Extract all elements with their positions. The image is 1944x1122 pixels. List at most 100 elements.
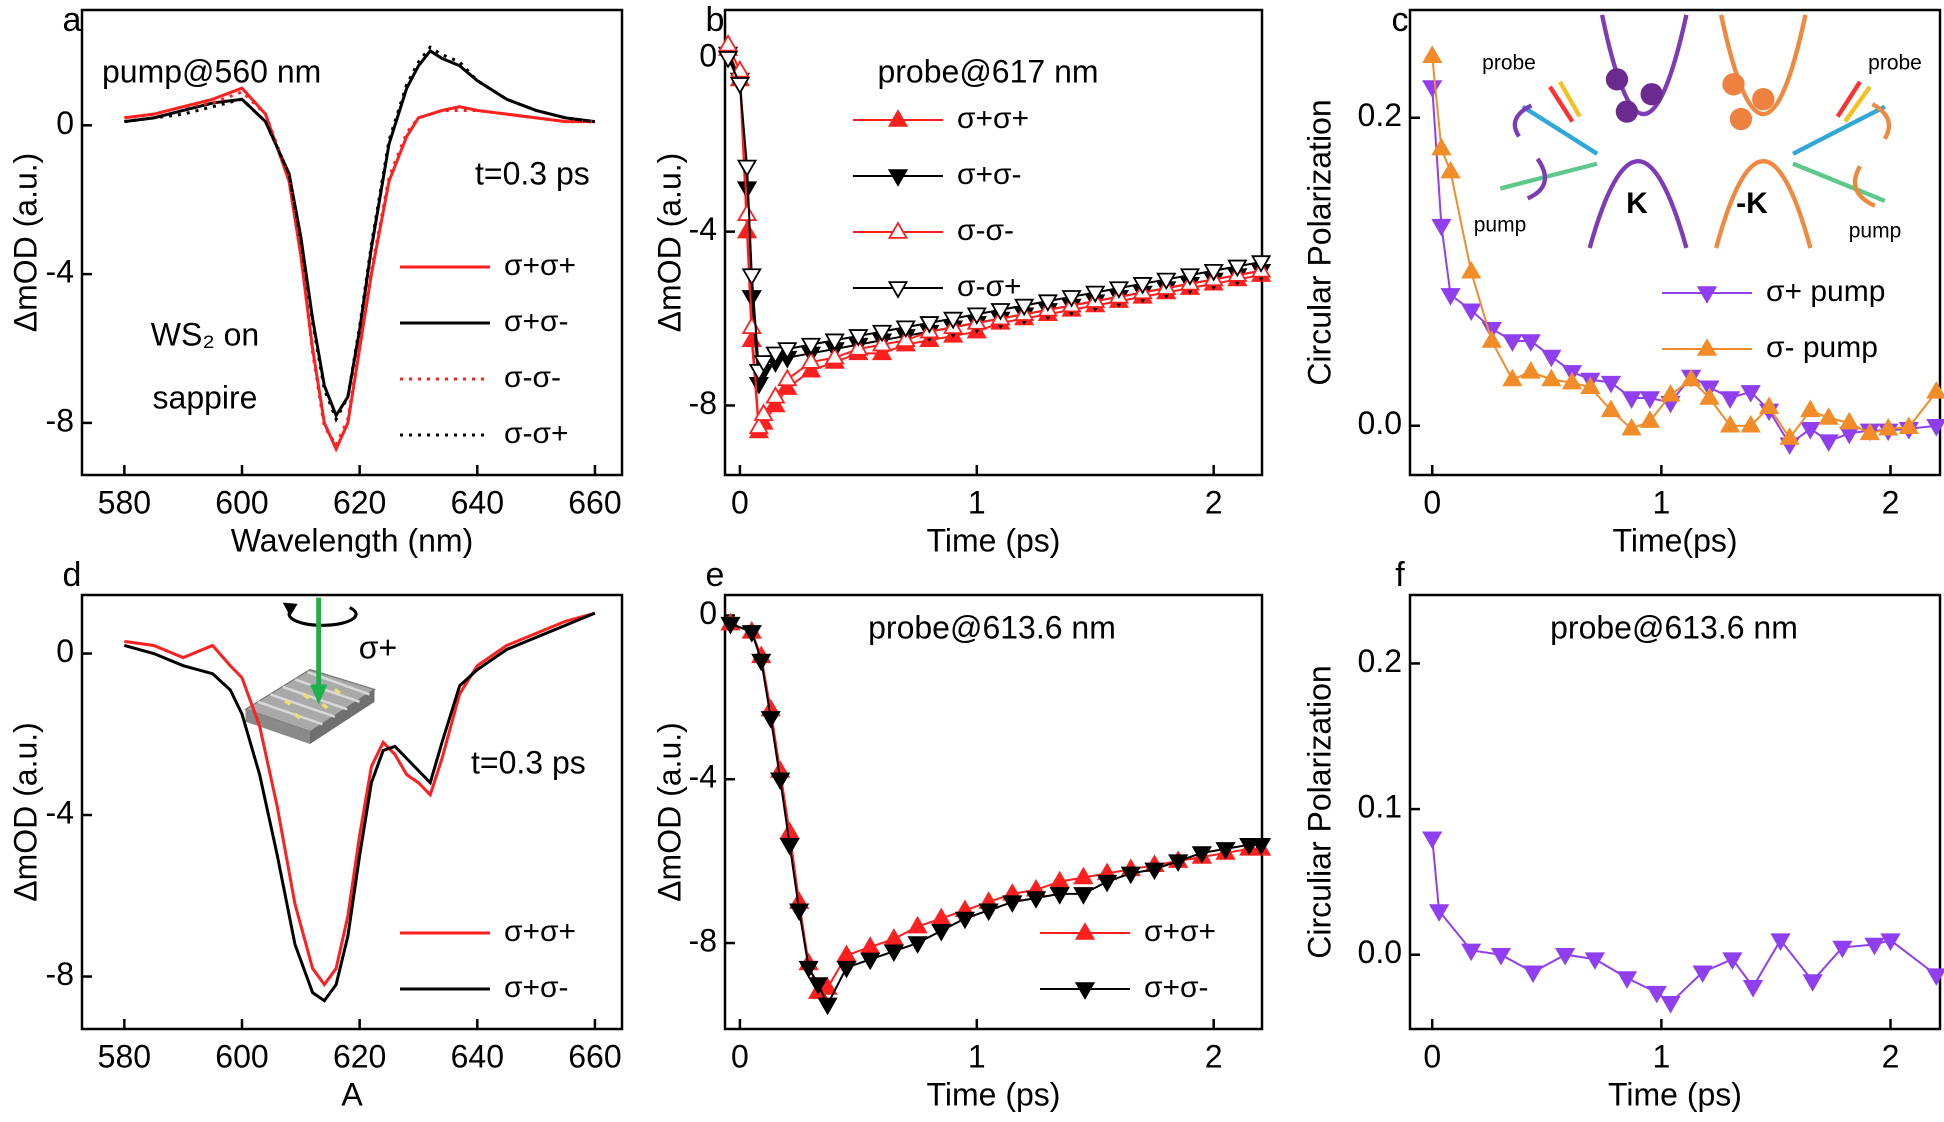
marker [1239,838,1260,856]
legend-label: σ-σ+ [957,270,1022,303]
panel-label: b [706,1,725,39]
inset-label: K [1626,187,1648,220]
marker [1660,996,1681,1014]
marker [1926,418,1944,437]
legend-marker [887,109,909,127]
legend-marker [1074,982,1096,1000]
y-tick-label: 0.2 [1358,97,1402,133]
x-tick-label: 620 [333,1038,386,1074]
marker [1085,285,1106,304]
x-tick-label: 0 [731,1038,749,1074]
marker [1440,160,1461,179]
marker [943,311,964,330]
marker [1461,943,1482,962]
marker [1541,349,1562,368]
marker [1758,396,1780,415]
marker [1422,80,1443,98]
x-tick-label: 1 [1652,484,1670,520]
marker [1520,361,1541,379]
x-tick-label: 2 [1882,484,1900,520]
probe-arrow [1558,80,1582,118]
marker [1132,277,1153,295]
x-tick-label: 580 [98,484,151,520]
legend-label: σ+σ+ [504,915,576,948]
marker [1926,381,1944,399]
valley-inset [1499,14,1892,249]
carrier-dot [1729,107,1753,131]
marker [800,351,822,369]
marker [1541,368,1562,387]
x-tick-label: 580 [98,1038,151,1074]
marker [1646,985,1667,1004]
marker [1561,371,1583,390]
annotation: t=0.3 ps [471,744,586,780]
marker [1422,831,1443,850]
carrier-dot [1605,68,1629,91]
marker [1461,260,1482,279]
legend-label: σ+σ+ [957,102,1029,135]
marker [824,346,845,365]
marker [1639,410,1661,428]
device-inset [244,597,376,744]
marker [1800,422,1821,440]
marker [777,368,798,387]
marker [800,359,822,378]
marker [895,329,916,348]
probe-arrow [1548,85,1575,123]
y-tick-label: 0 [56,633,74,669]
probe-arrow [1843,85,1872,123]
marker [1621,418,1642,436]
series-line [124,45,596,423]
substrate-side [245,709,310,744]
marker [919,316,940,334]
series-line [123,611,596,1003]
marker [807,977,829,995]
x-axis-label: Time (ps) [927,1076,1061,1112]
legend-label: σ+σ+ [1144,915,1216,948]
marker [1250,255,1272,273]
y-axis-label: Circuliar Polarization [1301,665,1337,958]
marker [1025,891,1047,909]
marker [978,903,999,922]
y-tick-label: -4 [46,794,74,830]
marker [748,416,769,434]
legend-marker [887,221,909,239]
marker [736,159,758,178]
y-tick-label: 0.1 [1358,789,1402,825]
marker [990,303,1011,321]
marker [1144,862,1165,881]
marker [1440,288,1461,306]
y-tick-label: -4 [689,759,717,795]
marker [817,977,838,995]
marker [1878,418,1899,436]
marker [871,342,893,361]
marker [1156,272,1177,291]
marker [729,77,751,95]
marker [1014,298,1035,317]
marker [1520,334,1541,352]
marker [1639,391,1661,409]
x-axis-label: Time(ps) [1612,522,1737,558]
carrier-dot [1752,88,1775,111]
marker [1490,947,1512,966]
legend-label: σ+σ+ [504,249,576,282]
marker [1692,965,1713,984]
y-tick-label: -8 [46,402,74,438]
panel-label: e [706,556,725,594]
x-tick-label: 1 [968,1038,986,1074]
x-tick-label: 640 [451,484,504,520]
marker [966,307,987,326]
marker [1428,904,1450,922]
marker [848,329,869,347]
legend-marker [1696,286,1718,304]
y-axis-label: ΔmOD (a.u.) [651,722,687,902]
annotation: WS₂ on [151,316,259,352]
legend-label: σ+σ- [1144,971,1209,1004]
marker [717,33,739,52]
polarization-arrow [1526,157,1548,201]
marker [954,911,976,930]
plot-frame [80,593,624,1031]
y-tick-label: 0 [56,105,74,141]
marker [741,316,762,334]
